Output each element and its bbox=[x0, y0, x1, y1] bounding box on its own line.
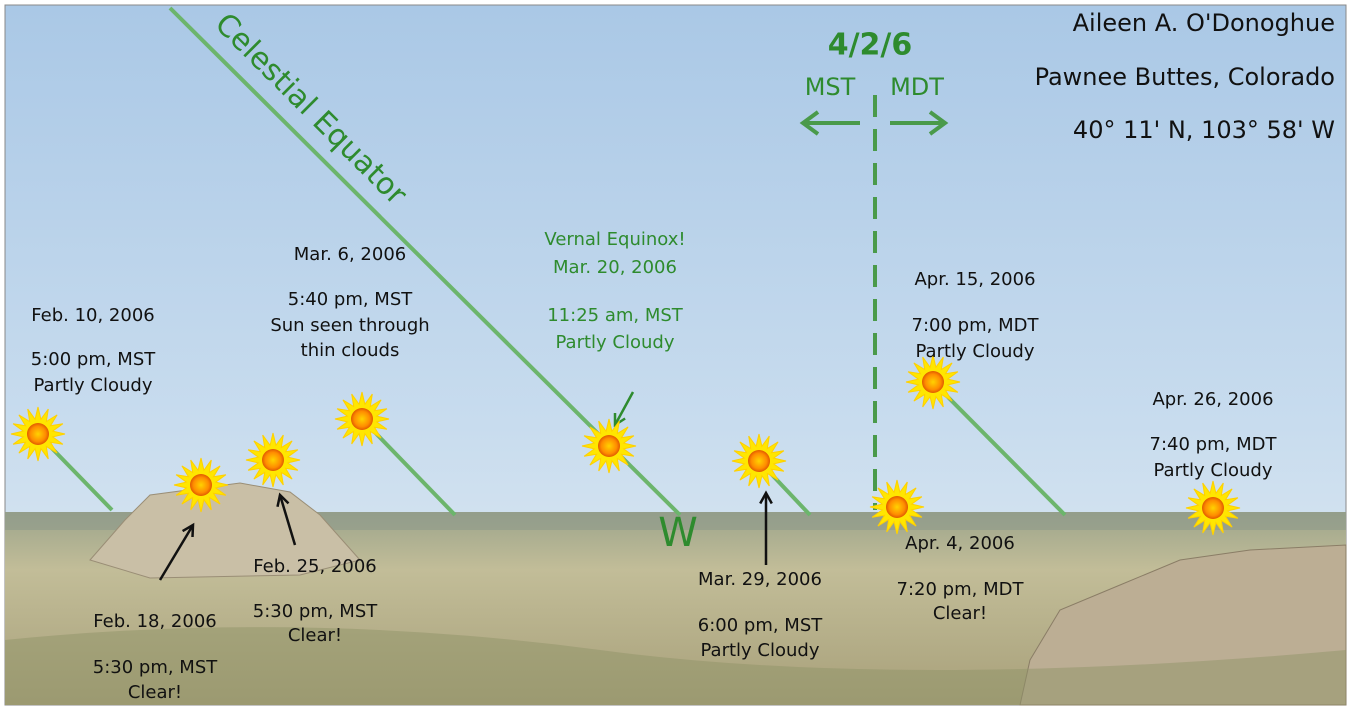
observation-text: 5:00 pm, MST bbox=[31, 349, 157, 370]
sun bbox=[1202, 497, 1224, 519]
observation-text: Mar. 20, 2006 bbox=[553, 257, 677, 278]
location: Pawnee Buttes, Colorado bbox=[1035, 63, 1335, 91]
observation-text: Feb. 10, 2006 bbox=[31, 305, 154, 326]
sun bbox=[351, 408, 373, 430]
observation-text: Sun seen through bbox=[270, 315, 429, 336]
sun bbox=[598, 435, 620, 457]
sun bbox=[748, 450, 770, 472]
observation-text: Clear! bbox=[288, 625, 342, 646]
annotated-photo: Celestial Equator 4/2/6 MST MDT W Aileen… bbox=[0, 0, 1351, 709]
observation-text: 5:30 pm, MST bbox=[253, 601, 379, 622]
observation-text: Vernal Equinox! bbox=[544, 229, 685, 250]
observation-text: 7:20 pm, MDT bbox=[897, 579, 1025, 600]
observation-text: Partly Cloudy bbox=[916, 341, 1035, 362]
divider-left: MST bbox=[805, 73, 856, 101]
observation-text: Partly Cloudy bbox=[1154, 460, 1273, 481]
observation-text: thin clouds bbox=[301, 340, 400, 361]
author: Aileen A. O'Donoghue bbox=[1073, 9, 1335, 37]
observation-text: 6:00 pm, MST bbox=[698, 615, 824, 636]
observation-text: 5:30 pm, MST bbox=[93, 657, 219, 678]
observation-text: Feb. 25, 2006 bbox=[253, 556, 376, 577]
divider-right: MDT bbox=[890, 73, 944, 101]
observation-text: Apr. 15, 2006 bbox=[914, 269, 1035, 290]
observation-text: Mar. 29, 2006 bbox=[698, 569, 822, 590]
sun bbox=[27, 423, 49, 445]
observation-text: 7:40 pm, MDT bbox=[1150, 434, 1278, 455]
west-label: W bbox=[658, 510, 698, 556]
observation-text: Apr. 26, 2006 bbox=[1152, 389, 1273, 410]
observation-text: 5:40 pm, MST bbox=[288, 289, 414, 310]
observation-text: 7:00 pm, MDT bbox=[912, 315, 1040, 336]
observation-text: Apr. 4, 2006 bbox=[905, 533, 1015, 554]
sun bbox=[190, 474, 212, 496]
observation-text: Mar. 6, 2006 bbox=[294, 244, 406, 265]
coordinates: 40° 11' N, 103° 58' W bbox=[1073, 116, 1335, 144]
sun bbox=[886, 496, 908, 518]
observation-text: Clear! bbox=[933, 603, 987, 624]
observation-text: Clear! bbox=[128, 682, 182, 703]
sun bbox=[922, 371, 944, 393]
observation-text: Partly Cloudy bbox=[34, 375, 153, 396]
observation-text: Partly Cloudy bbox=[556, 332, 675, 353]
observation-text: 11:25 am, MST bbox=[547, 305, 684, 326]
observation-text: Partly Cloudy bbox=[701, 640, 820, 661]
divider-date: 4/2/6 bbox=[828, 28, 913, 63]
sun bbox=[262, 449, 284, 471]
observation-text: Feb. 18, 2006 bbox=[93, 611, 216, 632]
